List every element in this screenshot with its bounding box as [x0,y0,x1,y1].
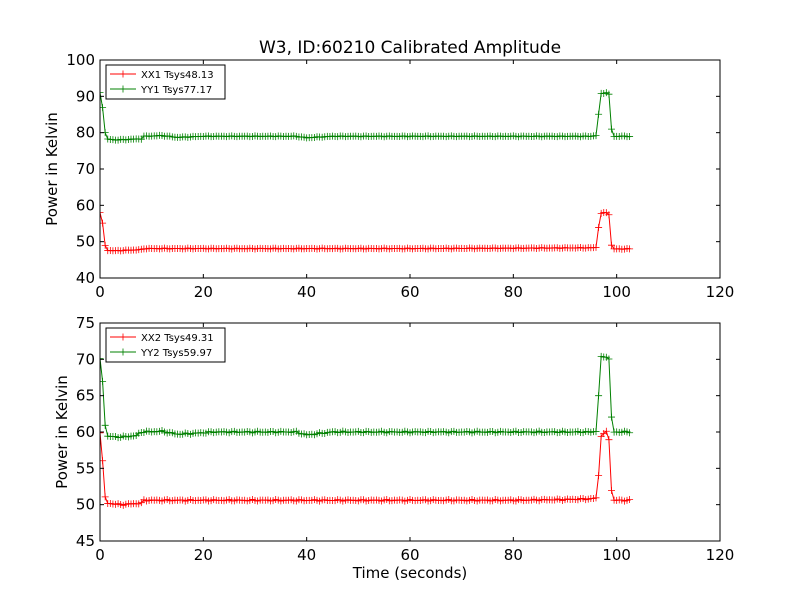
y-tick-label: 60 [76,423,95,441]
y-tick-label: 75 [76,314,95,332]
data-point-marker [626,429,634,437]
data-point-marker [605,90,613,98]
data-point-marker [101,493,109,501]
data-point-marker [592,428,600,436]
legend-marker [119,348,127,356]
subplot-1: 0 20 40 60 80 100 120 40 50 60 70 80 90 100 Power in K… [43,51,734,301]
data-point-marker [101,241,109,249]
data-point-marker [602,427,610,435]
data-point-marker [100,354,104,362]
x-tick-label: 100 [602,283,631,301]
legend-marker [119,70,127,78]
data-point-marker [595,392,603,400]
legend: XX1 Tsys48.13 YY1 Tsys77.17 [105,64,226,100]
chart-title: W3, ID:60210 Calibrated Amplitude [259,38,561,58]
x-tick-label: 120 [706,283,735,301]
legend-label: XX1 Tsys48.13 [141,70,214,81]
data-point-marker [595,223,603,231]
legend-marker [119,85,127,93]
x-tick-label: 60 [400,546,419,564]
data-point-marker [626,245,634,253]
data-point-marker [608,125,615,133]
x-tick-label: 40 [297,546,316,564]
legend-label: YY1 Tsys77.17 [140,85,212,96]
data-point-marker [626,496,634,504]
legend-marker [119,333,127,341]
data-point-marker [592,243,600,251]
data-point-marker [101,421,109,429]
data-point-marker [100,429,104,437]
y-tick-label: 80 [76,124,95,142]
data-point-marker [595,472,603,480]
x-tick-label: 80 [504,546,523,564]
data-point-marker [592,132,600,140]
data-point-marker [592,494,600,502]
y-axis-label: Power in Kelvin [53,375,71,489]
subplot-2: 0 20 40 60 80 100 120 45 50 55 60 65 70 75 Power in Ke… [53,314,734,582]
y-tick-label: 60 [76,196,95,214]
x-tick-label: 40 [297,283,316,301]
legend-label: YY2 Tsys59.97 [140,348,212,359]
legend-box [105,64,226,100]
y-tick-label: 65 [76,387,95,405]
x-tick-label: 0 [95,283,105,301]
series-1-2 [100,89,634,144]
x-tick-label: 20 [194,283,213,301]
data-point-marker [100,209,104,217]
series-2-2 [100,352,634,442]
data-point-marker [626,132,634,140]
x-tick-label: 80 [504,283,523,301]
x-tick-label: 0 [95,546,105,564]
data-point-marker [608,413,615,421]
y-tick-label: 55 [76,459,95,477]
data-point-marker [100,89,104,97]
legend-box [105,327,226,363]
data-point-marker [605,355,613,363]
x-tick-label: 60 [400,283,419,301]
x-tick-label: 100 [602,546,631,564]
y-tick-label: 40 [76,269,95,287]
legend-label: XX2 Tsys49.31 [141,333,214,344]
y-tick-label: 50 [76,496,95,514]
y-tick-label: 100 [66,51,95,69]
data-point-marker [595,110,603,118]
legend: XX2 Tsys49.31 YY2 Tsys59.97 [105,327,226,363]
plots: 0 20 40 60 80 100 120 40 50 60 70 80 90 100 Power in K… [43,51,734,582]
data-point-marker [605,211,613,219]
y-tick-label: 50 [76,233,95,251]
x-tick-label: 20 [194,546,213,564]
data-point-marker [608,486,615,494]
y-axis-label: Power in Kelvin [43,112,61,226]
x-tick-label: 120 [706,546,735,564]
data-point-marker [605,436,613,444]
series-2-1 [100,427,634,509]
y-tick-label: 45 [76,532,95,550]
x-axis-label: Time (seconds) [352,564,468,582]
series-1-1 [100,209,634,255]
y-tick-label: 70 [76,160,95,178]
y-tick-label: 90 [76,87,95,105]
data-point-marker [608,241,615,249]
y-tick-label: 70 [76,350,95,368]
